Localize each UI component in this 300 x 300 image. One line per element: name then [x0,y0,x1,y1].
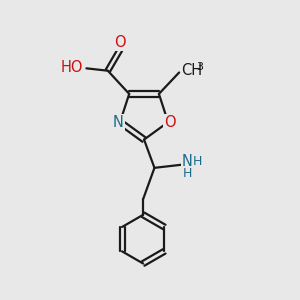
Text: N: N [182,154,193,169]
Text: H: H [182,167,192,180]
Text: H: H [192,155,202,168]
Text: N: N [113,115,124,130]
Text: O: O [115,35,126,50]
Text: O: O [164,115,176,130]
Text: 3: 3 [196,62,203,73]
Text: CH: CH [182,63,203,78]
Text: HO: HO [60,60,83,75]
